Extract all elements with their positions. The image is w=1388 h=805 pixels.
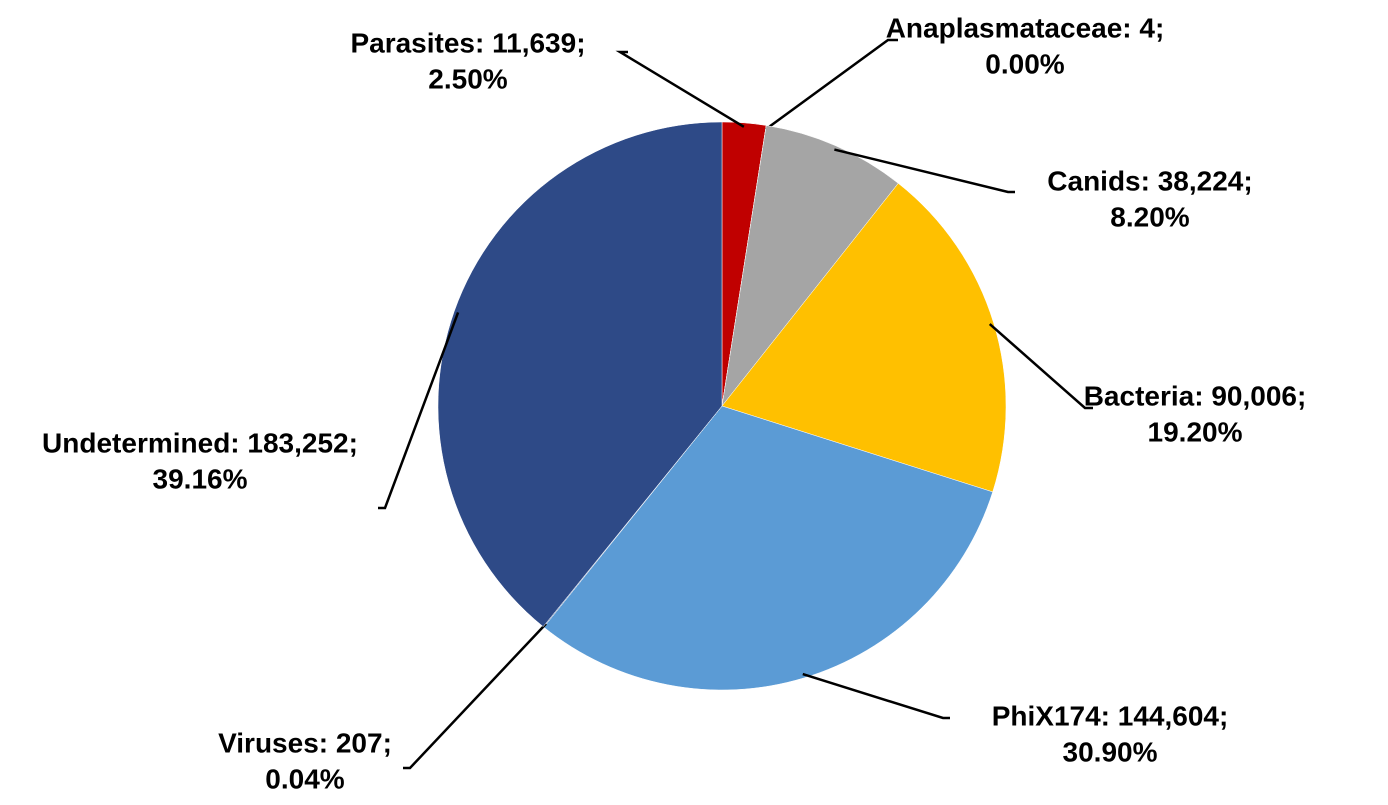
data-label: Canids: 38,224; — [1047, 165, 1252, 196]
leader-line — [834, 148, 1015, 194]
data-label: 30.90% — [1063, 736, 1158, 767]
data-label: Parasites: 11,639; — [350, 27, 585, 58]
pie-slice — [543, 405, 994, 691]
data-label: 39.16% — [153, 463, 248, 494]
data-label: Bacteria: 90,006; — [1084, 380, 1307, 411]
leader-line — [764, 38, 898, 131]
data-label: 2.50% — [428, 63, 507, 94]
pie-slice — [437, 121, 723, 628]
leader-line — [378, 312, 460, 510]
data-label: 8.20% — [1110, 201, 1189, 232]
data-label: 19.20% — [1148, 416, 1243, 447]
data-label: Undetermined: 183,252; — [42, 427, 358, 458]
data-label: 0.04% — [265, 763, 344, 794]
pie-slice — [721, 125, 899, 407]
leader-line — [403, 622, 547, 770]
leader-line — [615, 50, 745, 128]
pie-slice — [721, 182, 1007, 493]
leader-line — [988, 323, 1093, 410]
data-label: Viruses: 207; — [218, 727, 392, 758]
data-label: 0.00% — [985, 48, 1064, 79]
data-label: Anaplasmataceae: 4; — [886, 12, 1165, 43]
data-label: PhiX174: 144,604; — [992, 700, 1229, 731]
leader-line — [802, 672, 950, 720]
